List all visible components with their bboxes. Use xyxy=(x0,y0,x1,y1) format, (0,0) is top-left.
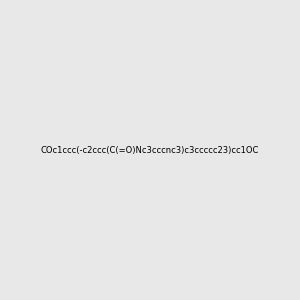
Text: COc1ccc(-c2ccc(C(=O)Nc3cccnc3)c3ccccc23)cc1OC: COc1ccc(-c2ccc(C(=O)Nc3cccnc3)c3ccccc23)… xyxy=(41,146,259,154)
